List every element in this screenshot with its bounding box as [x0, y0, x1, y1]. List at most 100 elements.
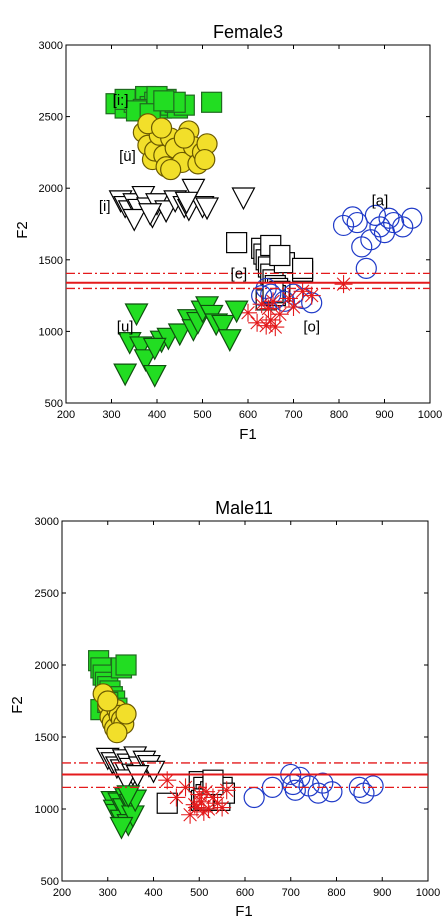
vowel-label: [ü]: [119, 148, 136, 165]
circle-point: [332, 214, 355, 237]
asterisk-point: [181, 805, 200, 824]
asterisk-point: [302, 286, 321, 305]
triangle-point: [167, 323, 192, 347]
x-tick-label: 300: [102, 409, 120, 421]
circle-point: [173, 127, 195, 149]
square-point: [226, 232, 248, 254]
x-tick-label: 300: [99, 887, 117, 899]
y-tick-label: 1500: [35, 732, 59, 744]
triangle-point: [116, 785, 141, 808]
y-tick-label: 500: [45, 398, 63, 410]
square-point: [115, 654, 137, 676]
x-tick-label: 800: [330, 409, 348, 421]
asterisk-point: [158, 771, 177, 790]
y-axis-label: F2: [9, 696, 26, 714]
circle-point: [284, 779, 306, 801]
circle-point: [312, 772, 334, 794]
x-tick-label: 500: [193, 409, 211, 421]
circle-point: [378, 207, 400, 229]
asterisk-point: [167, 788, 186, 807]
triangle-point: [217, 329, 242, 352]
circle-point: [97, 690, 119, 712]
series: [158, 771, 236, 824]
x-tick-label: 200: [53, 887, 71, 899]
circle-point: [383, 211, 405, 234]
square-point: [269, 244, 291, 267]
asterisk-point: [261, 310, 280, 329]
triangle-point: [181, 178, 206, 202]
asterisk-point: [284, 298, 303, 317]
x-tick-label: 400: [148, 409, 166, 421]
asterisk-point: [187, 798, 206, 817]
triangle-point: [122, 208, 147, 232]
y-tick-label: 3000: [39, 40, 63, 52]
x-tick-label: 700: [284, 409, 302, 421]
triangle-point: [231, 187, 256, 211]
x-tick-label: 500: [190, 887, 208, 899]
circle-point: [392, 216, 414, 238]
triangle-point: [125, 765, 150, 788]
circle-point: [401, 207, 423, 229]
triangle-point: [133, 349, 158, 372]
asterisk-point: [264, 292, 283, 311]
asterisk-point: [217, 781, 236, 800]
y-tick-label: 1000: [39, 326, 63, 338]
y-tick-label: 2500: [35, 588, 59, 600]
plot-area: 200 300 400 500 600 700 800 900 1000 500 1000 1500 2…: [39, 40, 443, 421]
asterisk-point: [197, 782, 216, 801]
triangle-point: [138, 203, 163, 226]
y-tick-label: 2500: [39, 112, 63, 124]
triangle-point: [224, 300, 249, 324]
asterisk-point: [248, 313, 267, 332]
x-tick-label: 600: [239, 409, 257, 421]
x-tick-label: 1000: [418, 409, 442, 421]
circle-point: [364, 204, 386, 227]
y-tick-label: 1000: [35, 804, 59, 816]
circle-point: [362, 775, 384, 797]
square-point: [201, 91, 223, 113]
y-tick-label: 500: [41, 876, 59, 888]
circle-point: [321, 781, 343, 803]
circle-point: [194, 148, 216, 171]
triangle-point: [174, 191, 199, 215]
square-point: [153, 90, 175, 112]
asterisk-point: [194, 802, 213, 821]
circle-point: [160, 158, 182, 181]
vowel-label: [u]: [117, 318, 134, 335]
triangle-point: [142, 337, 167, 361]
series: [100, 785, 148, 840]
vowel-label: [i]: [99, 198, 111, 215]
series: [113, 296, 249, 388]
circle-point: [150, 117, 173, 139]
x-tick-label: 700: [282, 887, 300, 899]
asterisk-point: [239, 303, 257, 322]
x-tick-label: 200: [57, 409, 75, 421]
triangle-point: [124, 303, 149, 327]
asterisk-point: [257, 316, 276, 335]
asterisk-point: [203, 788, 222, 807]
x-tick-label: 400: [144, 887, 162, 899]
triangle-point: [210, 314, 235, 338]
x-tick-label: 800: [327, 887, 345, 899]
asterisk-point: [192, 792, 211, 811]
asterisk-point: [279, 289, 298, 308]
triangle-point: [109, 816, 134, 840]
circle-point: [307, 782, 329, 804]
circle-point: [289, 766, 311, 788]
series: [95, 746, 166, 793]
female3-chart: Female3 200 300 400 500 600 700 800 900 1000 500 1…: [14, 22, 442, 443]
asterisk-point: [199, 800, 218, 818]
circle-point: [355, 257, 377, 279]
series: [239, 275, 353, 337]
x-axis-label: F1: [239, 426, 257, 443]
circle-point: [115, 703, 137, 725]
x-tick-label: 900: [373, 887, 391, 899]
triangle-point: [113, 363, 138, 387]
series: [92, 683, 137, 744]
asterisk-point: [266, 318, 285, 337]
series: [132, 113, 218, 181]
series: [108, 178, 256, 232]
y-axis-label: F2: [14, 221, 31, 239]
triangle-point: [195, 197, 220, 221]
circle-point: [369, 216, 391, 238]
